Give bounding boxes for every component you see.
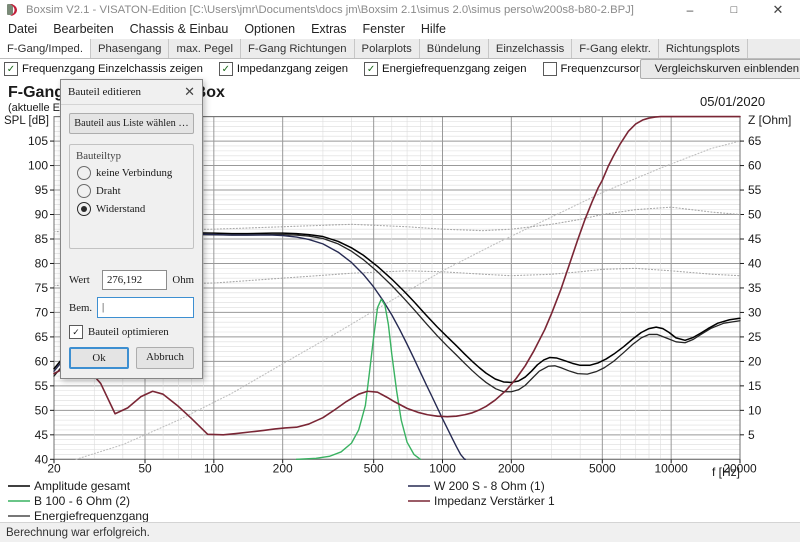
svg-text:40: 40 (35, 452, 49, 466)
svg-text:70: 70 (35, 305, 49, 319)
svg-text:B 100 - 6 Ohm (2): B 100 - 6 Ohm (2) (34, 494, 130, 508)
svg-text:Amplitude gesamt: Amplitude gesamt (34, 479, 131, 493)
svg-text:65: 65 (35, 330, 49, 344)
svg-text:105: 105 (28, 134, 48, 148)
svg-text:30: 30 (748, 305, 762, 319)
svg-text:20: 20 (47, 461, 61, 475)
svg-text:25: 25 (748, 330, 762, 344)
svg-text:45: 45 (35, 428, 49, 442)
svg-text:100: 100 (28, 159, 48, 173)
svg-text:90: 90 (35, 208, 49, 222)
svg-text:100: 100 (204, 461, 224, 475)
svg-text:W 200 S - 8 Ohm (1): W 200 S - 8 Ohm (1) (434, 479, 545, 493)
svg-text:50: 50 (138, 461, 152, 475)
svg-text:80: 80 (35, 256, 49, 270)
svg-text:75: 75 (35, 281, 49, 295)
svg-text:95: 95 (35, 183, 49, 197)
svg-text:45: 45 (748, 232, 762, 246)
svg-text:Energiefrequenzgang: Energiefrequenzgang (34, 509, 149, 523)
svg-text:55: 55 (748, 183, 762, 197)
svg-text:5: 5 (748, 428, 755, 442)
svg-text:10: 10 (748, 403, 762, 417)
svg-text:65: 65 (748, 134, 762, 148)
svg-text:20: 20 (748, 354, 762, 368)
svg-text:Impedanz Verstärker 1: Impedanz Verstärker 1 (434, 494, 555, 508)
svg-text:60: 60 (748, 159, 762, 173)
svg-text:40: 40 (748, 256, 762, 270)
svg-text:20000: 20000 (723, 461, 757, 475)
svg-text:5000: 5000 (589, 461, 616, 475)
svg-text:1000: 1000 (429, 461, 456, 475)
svg-text:55: 55 (35, 379, 49, 393)
svg-text:10000: 10000 (654, 461, 688, 475)
svg-text:50: 50 (748, 208, 762, 222)
svg-text:200: 200 (273, 461, 293, 475)
svg-text:15: 15 (748, 379, 762, 393)
svg-text:50: 50 (35, 403, 49, 417)
svg-text:05/01/2020: 05/01/2020 (700, 94, 765, 109)
svg-text:Z [Ohm]: Z [Ohm] (748, 113, 791, 127)
svg-text:SPL [dB]: SPL [dB] (4, 115, 49, 127)
svg-text:85: 85 (35, 232, 49, 246)
svg-text:2000: 2000 (498, 461, 525, 475)
svg-text:500: 500 (364, 461, 384, 475)
svg-text:35: 35 (748, 281, 762, 295)
svg-text:60: 60 (35, 354, 49, 368)
